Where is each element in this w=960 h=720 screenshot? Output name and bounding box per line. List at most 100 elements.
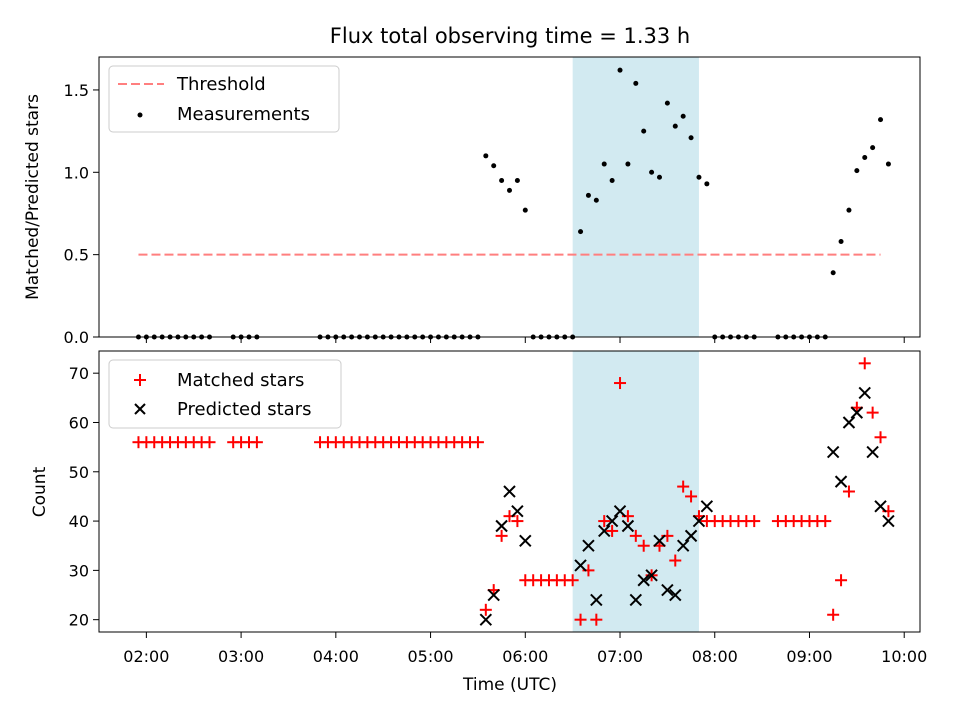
y-tick-label-bottom: 70 bbox=[69, 364, 89, 383]
predicted-star-point bbox=[479, 613, 493, 626]
predicted-star-point bbox=[826, 445, 840, 459]
x-tick-label: 09:00 bbox=[786, 647, 832, 666]
predicted-star-point bbox=[582, 539, 595, 552]
y-tick-label-top: 0.5 bbox=[64, 246, 89, 265]
measurement-point bbox=[593, 197, 599, 203]
x-tick-label: 04:00 bbox=[313, 647, 359, 666]
measurement-point bbox=[672, 123, 678, 129]
predicted-star-point bbox=[834, 475, 848, 488]
measurement-point bbox=[633, 80, 639, 86]
measurement-point bbox=[483, 153, 489, 159]
matched-star-point bbox=[858, 357, 871, 370]
matched-star-point bbox=[669, 554, 682, 567]
matched-star-point bbox=[471, 436, 484, 449]
predicted-star-point bbox=[669, 588, 682, 602]
measurement-point bbox=[696, 174, 702, 180]
x-tick-label: 07:00 bbox=[597, 647, 643, 666]
legend-predicted-label: Predicted stars bbox=[177, 399, 311, 420]
predicted-star-point bbox=[503, 485, 516, 498]
y-tick-label-top: 1.5 bbox=[64, 81, 89, 100]
highlight-band-top bbox=[572, 57, 699, 337]
predicted-star-point bbox=[574, 559, 587, 572]
matched-star-point bbox=[819, 515, 832, 528]
predicted-star-point bbox=[487, 588, 500, 602]
measurement-point bbox=[704, 181, 710, 187]
predicted-star-point bbox=[692, 514, 706, 528]
predicted-star-point bbox=[850, 406, 864, 419]
measurement-point bbox=[688, 135, 694, 141]
predicted-star-point bbox=[866, 445, 879, 459]
measurement-point bbox=[491, 163, 497, 169]
measurement-point bbox=[625, 161, 631, 167]
measurement-point bbox=[838, 238, 844, 244]
measurement-point bbox=[514, 178, 520, 184]
legend-top-box bbox=[108, 65, 340, 133]
matched-star-point bbox=[835, 574, 848, 587]
predicted-star-point bbox=[842, 416, 856, 429]
predicted-star-point bbox=[495, 519, 508, 533]
matched-star-point bbox=[574, 613, 587, 626]
matched-star-point bbox=[479, 603, 492, 616]
measurement-point bbox=[664, 100, 670, 106]
legend-threshold-label: Threshold bbox=[176, 74, 266, 95]
measurement-point bbox=[522, 207, 528, 213]
legend-matched-label: Matched stars bbox=[177, 370, 304, 391]
matched-star-point bbox=[874, 431, 887, 444]
y-axis-label-top: Matched/Predicted stars bbox=[23, 94, 43, 300]
panel-top-frame bbox=[98, 56, 921, 338]
matched-star-point bbox=[827, 608, 840, 621]
measurement-point bbox=[499, 178, 505, 184]
chart-title: Flux total observing time = 1.33 h bbox=[330, 24, 690, 48]
predicted-star-point bbox=[637, 574, 650, 587]
matched-star-point bbox=[842, 485, 855, 498]
x-tick-label: 02:00 bbox=[123, 647, 169, 666]
measurement-point bbox=[862, 154, 868, 160]
measurement-point bbox=[656, 174, 662, 180]
predicted-star-point bbox=[621, 519, 635, 533]
matched-star-point bbox=[748, 515, 761, 528]
measurement-point bbox=[870, 145, 876, 151]
legend-predicted-swatch bbox=[134, 403, 146, 415]
predicted-star-point bbox=[519, 534, 532, 548]
x-tick-label: 06:00 bbox=[502, 647, 548, 666]
matched-star-point bbox=[866, 406, 879, 419]
matched-star-point bbox=[629, 529, 642, 542]
matched-star-point bbox=[614, 377, 627, 390]
predicted-star-point bbox=[676, 539, 690, 552]
predicted-star-point bbox=[882, 514, 895, 528]
measurement-point bbox=[649, 169, 655, 175]
measurement-point bbox=[578, 229, 584, 235]
matched-star-point bbox=[511, 515, 524, 528]
measurement-point bbox=[885, 161, 891, 167]
matched-star-point bbox=[590, 613, 603, 626]
panel-top: 0.0 0.5 1.0 1.5 Matched/Predicted stars Thr… bbox=[23, 56, 921, 347]
legend-matched-swatch bbox=[134, 374, 146, 386]
measurement-point bbox=[846, 207, 852, 213]
measurement-point bbox=[507, 187, 512, 193]
matched-star-point bbox=[685, 490, 698, 503]
predicted-star-point bbox=[511, 505, 524, 518]
measurement-point bbox=[609, 178, 615, 184]
matched-star-point bbox=[566, 574, 579, 587]
predicted-star-point bbox=[661, 583, 674, 597]
y-tick-label-top: 1.0 bbox=[64, 163, 89, 182]
measurement-point bbox=[617, 67, 623, 73]
matched-star-point bbox=[606, 524, 619, 537]
y-axis-label-bottom: Count bbox=[30, 466, 50, 517]
predicted-star-point bbox=[629, 593, 643, 607]
measurement-point bbox=[601, 161, 607, 167]
legend-bottom-box bbox=[108, 359, 342, 429]
predicted-star-point bbox=[598, 524, 611, 538]
matched-star-point bbox=[495, 529, 508, 542]
legend-measurements-swatch bbox=[137, 112, 143, 118]
panel-bottom-frame bbox=[98, 350, 921, 633]
x-tick-label: 08:00 bbox=[692, 647, 738, 666]
predicted-star-point bbox=[645, 569, 658, 582]
highlight-band-bottom bbox=[572, 351, 699, 632]
predicted-star-point bbox=[605, 514, 619, 528]
y-tick-label-bottom: 20 bbox=[69, 611, 89, 630]
predicted-star-point bbox=[858, 386, 871, 400]
predicted-star-point bbox=[874, 500, 887, 513]
predicted-star-point bbox=[590, 593, 603, 607]
